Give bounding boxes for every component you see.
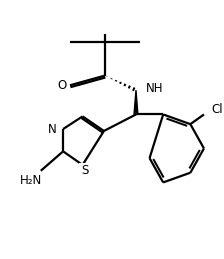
Text: Cl: Cl [212, 103, 223, 116]
Text: H₂N: H₂N [20, 174, 42, 187]
Text: NH: NH [146, 82, 163, 95]
Text: S: S [81, 164, 88, 177]
Text: O: O [58, 79, 67, 92]
Text: N: N [47, 123, 56, 135]
Polygon shape [134, 90, 138, 114]
